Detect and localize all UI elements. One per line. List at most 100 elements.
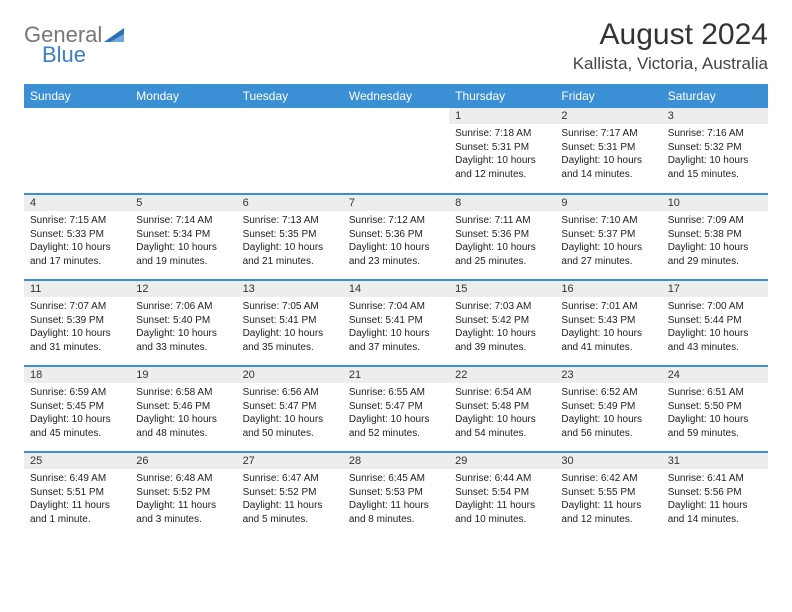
day-daylight: Daylight: 10 hours and 37 minutes. <box>349 327 443 354</box>
calendar-cell: 18Sunrise: 6:59 AMSunset: 5:45 PMDayligh… <box>24 366 130 452</box>
day-number: 13 <box>237 281 343 297</box>
month-title: August 2024 <box>573 18 768 52</box>
calendar-cell: 27Sunrise: 6:47 AMSunset: 5:52 PMDayligh… <box>237 452 343 538</box>
day-content: Sunrise: 6:49 AMSunset: 5:51 PMDaylight:… <box>24 469 130 530</box>
day-sunset: Sunset: 5:36 PM <box>349 228 443 242</box>
calendar-cell: 11Sunrise: 7:07 AMSunset: 5:39 PMDayligh… <box>24 280 130 366</box>
day-content: Sunrise: 6:51 AMSunset: 5:50 PMDaylight:… <box>662 383 768 444</box>
day-sunrise: Sunrise: 7:03 AM <box>455 300 549 314</box>
day-content: Sunrise: 7:03 AMSunset: 5:42 PMDaylight:… <box>449 297 555 358</box>
day-number: 26 <box>130 453 236 469</box>
day-daylight: Daylight: 11 hours and 12 minutes. <box>561 499 655 526</box>
day-sunrise: Sunrise: 7:09 AM <box>668 214 762 228</box>
day-sunrise: Sunrise: 6:51 AM <box>668 386 762 400</box>
col-tuesday: Tuesday <box>237 84 343 108</box>
day-content: Sunrise: 6:45 AMSunset: 5:53 PMDaylight:… <box>343 469 449 530</box>
day-number: 10 <box>662 195 768 211</box>
day-content: Sunrise: 6:41 AMSunset: 5:56 PMDaylight:… <box>662 469 768 530</box>
day-sunset: Sunset: 5:48 PM <box>455 400 549 414</box>
calendar-cell: 14Sunrise: 7:04 AMSunset: 5:41 PMDayligh… <box>343 280 449 366</box>
day-sunset: Sunset: 5:36 PM <box>455 228 549 242</box>
day-sunrise: Sunrise: 7:06 AM <box>136 300 230 314</box>
day-content: Sunrise: 7:05 AMSunset: 5:41 PMDaylight:… <box>237 297 343 358</box>
day-number: 8 <box>449 195 555 211</box>
day-sunrise: Sunrise: 6:52 AM <box>561 386 655 400</box>
day-content: Sunrise: 6:44 AMSunset: 5:54 PMDaylight:… <box>449 469 555 530</box>
calendar-cell: 19Sunrise: 6:58 AMSunset: 5:46 PMDayligh… <box>130 366 236 452</box>
day-content: Sunrise: 7:04 AMSunset: 5:41 PMDaylight:… <box>343 297 449 358</box>
day-number: 14 <box>343 281 449 297</box>
day-sunset: Sunset: 5:34 PM <box>136 228 230 242</box>
calendar-row: 4Sunrise: 7:15 AMSunset: 5:33 PMDaylight… <box>24 194 768 280</box>
day-number: 25 <box>24 453 130 469</box>
calendar-cell: 22Sunrise: 6:54 AMSunset: 5:48 PMDayligh… <box>449 366 555 452</box>
day-content: Sunrise: 7:16 AMSunset: 5:32 PMDaylight:… <box>662 124 768 185</box>
day-content: Sunrise: 7:13 AMSunset: 5:35 PMDaylight:… <box>237 211 343 272</box>
day-sunset: Sunset: 5:47 PM <box>243 400 337 414</box>
day-sunrise: Sunrise: 7:18 AM <box>455 127 549 141</box>
calendar-cell: 29Sunrise: 6:44 AMSunset: 5:54 PMDayligh… <box>449 452 555 538</box>
calendar-cell: 16Sunrise: 7:01 AMSunset: 5:43 PMDayligh… <box>555 280 661 366</box>
day-number: 11 <box>24 281 130 297</box>
calendar-cell <box>343 108 449 194</box>
day-sunrise: Sunrise: 7:00 AM <box>668 300 762 314</box>
col-thursday: Thursday <box>449 84 555 108</box>
day-sunset: Sunset: 5:45 PM <box>30 400 124 414</box>
day-content: Sunrise: 6:55 AMSunset: 5:47 PMDaylight:… <box>343 383 449 444</box>
day-sunset: Sunset: 5:49 PM <box>561 400 655 414</box>
day-sunrise: Sunrise: 6:58 AM <box>136 386 230 400</box>
day-content: Sunrise: 6:54 AMSunset: 5:48 PMDaylight:… <box>449 383 555 444</box>
calendar-cell: 24Sunrise: 6:51 AMSunset: 5:50 PMDayligh… <box>662 366 768 452</box>
day-sunset: Sunset: 5:43 PM <box>561 314 655 328</box>
calendar-cell: 31Sunrise: 6:41 AMSunset: 5:56 PMDayligh… <box>662 452 768 538</box>
calendar-cell: 10Sunrise: 7:09 AMSunset: 5:38 PMDayligh… <box>662 194 768 280</box>
day-content: Sunrise: 6:59 AMSunset: 5:45 PMDaylight:… <box>24 383 130 444</box>
day-daylight: Daylight: 10 hours and 29 minutes. <box>668 241 762 268</box>
day-daylight: Daylight: 10 hours and 41 minutes. <box>561 327 655 354</box>
day-sunrise: Sunrise: 7:01 AM <box>561 300 655 314</box>
logo: General Blue <box>24 22 126 48</box>
calendar-row: 11Sunrise: 7:07 AMSunset: 5:39 PMDayligh… <box>24 280 768 366</box>
day-sunset: Sunset: 5:52 PM <box>243 486 337 500</box>
day-sunrise: Sunrise: 7:05 AM <box>243 300 337 314</box>
day-content: Sunrise: 6:42 AMSunset: 5:55 PMDaylight:… <box>555 469 661 530</box>
day-sunset: Sunset: 5:53 PM <box>349 486 443 500</box>
day-number: 9 <box>555 195 661 211</box>
calendar-cell: 23Sunrise: 6:52 AMSunset: 5:49 PMDayligh… <box>555 366 661 452</box>
day-sunset: Sunset: 5:54 PM <box>455 486 549 500</box>
calendar-cell: 3Sunrise: 7:16 AMSunset: 5:32 PMDaylight… <box>662 108 768 194</box>
calendar-cell: 9Sunrise: 7:10 AMSunset: 5:37 PMDaylight… <box>555 194 661 280</box>
calendar-row: 18Sunrise: 6:59 AMSunset: 5:45 PMDayligh… <box>24 366 768 452</box>
day-sunrise: Sunrise: 6:44 AM <box>455 472 549 486</box>
calendar-cell: 12Sunrise: 7:06 AMSunset: 5:40 PMDayligh… <box>130 280 236 366</box>
day-daylight: Daylight: 10 hours and 27 minutes. <box>561 241 655 268</box>
day-number: 2 <box>555 108 661 124</box>
day-content: Sunrise: 7:15 AMSunset: 5:33 PMDaylight:… <box>24 211 130 272</box>
day-sunrise: Sunrise: 6:49 AM <box>30 472 124 486</box>
day-sunrise: Sunrise: 6:45 AM <box>349 472 443 486</box>
day-sunset: Sunset: 5:44 PM <box>668 314 762 328</box>
day-daylight: Daylight: 11 hours and 10 minutes. <box>455 499 549 526</box>
day-sunset: Sunset: 5:40 PM <box>136 314 230 328</box>
day-content: Sunrise: 7:14 AMSunset: 5:34 PMDaylight:… <box>130 211 236 272</box>
day-content: Sunrise: 7:00 AMSunset: 5:44 PMDaylight:… <box>662 297 768 358</box>
day-number: 24 <box>662 367 768 383</box>
calendar-cell: 4Sunrise: 7:15 AMSunset: 5:33 PMDaylight… <box>24 194 130 280</box>
day-sunset: Sunset: 5:47 PM <box>349 400 443 414</box>
calendar-row: 25Sunrise: 6:49 AMSunset: 5:51 PMDayligh… <box>24 452 768 538</box>
day-sunset: Sunset: 5:41 PM <box>243 314 337 328</box>
day-daylight: Daylight: 11 hours and 8 minutes. <box>349 499 443 526</box>
day-sunrise: Sunrise: 6:41 AM <box>668 472 762 486</box>
day-daylight: Daylight: 10 hours and 52 minutes. <box>349 413 443 440</box>
day-daylight: Daylight: 10 hours and 45 minutes. <box>30 413 124 440</box>
col-sunday: Sunday <box>24 84 130 108</box>
day-sunrise: Sunrise: 7:10 AM <box>561 214 655 228</box>
day-daylight: Daylight: 10 hours and 35 minutes. <box>243 327 337 354</box>
calendar-cell: 20Sunrise: 6:56 AMSunset: 5:47 PMDayligh… <box>237 366 343 452</box>
day-content: Sunrise: 7:11 AMSunset: 5:36 PMDaylight:… <box>449 211 555 272</box>
day-sunrise: Sunrise: 6:47 AM <box>243 472 337 486</box>
day-content: Sunrise: 7:12 AMSunset: 5:36 PMDaylight:… <box>343 211 449 272</box>
location: Kallista, Victoria, Australia <box>573 54 768 74</box>
day-sunrise: Sunrise: 7:14 AM <box>136 214 230 228</box>
day-content: Sunrise: 7:01 AMSunset: 5:43 PMDaylight:… <box>555 297 661 358</box>
